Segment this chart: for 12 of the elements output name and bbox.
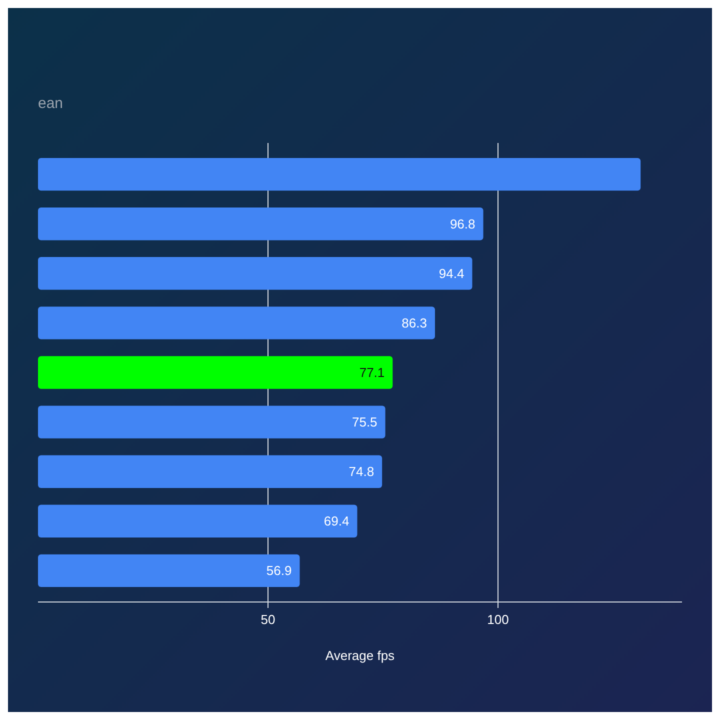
data-label: 75.5 <box>352 414 378 430</box>
data-label: 86.3 <box>402 316 427 330</box>
data-label: 96.8 <box>450 216 476 232</box>
chart-subtitle: ean <box>38 95 64 112</box>
data-label: 94.4 <box>438 266 464 281</box>
x-axis-title: Average fps <box>325 648 396 663</box>
data-label: 69.4 <box>324 514 350 529</box>
data-label: 74.8 <box>348 464 374 480</box>
x-tick-label: 50 <box>260 612 276 627</box>
x-tick-label: 100 <box>487 612 509 627</box>
data-label: 77.1 <box>359 365 385 380</box>
data-label: 56.9 <box>266 563 292 578</box>
